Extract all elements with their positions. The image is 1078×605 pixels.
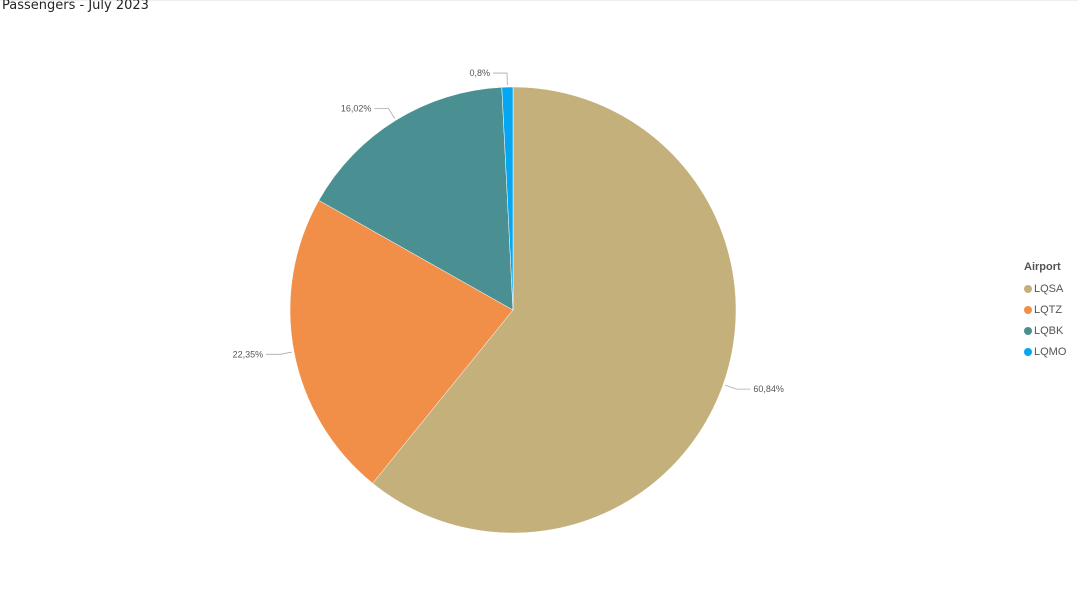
pie-slice-lqtz[interactable] <box>289 200 514 484</box>
legend-label: LQMO <box>1034 345 1067 358</box>
legend-label: LQBK <box>1034 324 1064 337</box>
pie-slice-lqsa[interactable] <box>372 86 737 534</box>
legend-marker-icon <box>1024 326 1032 335</box>
data-label-lqsa: 60,84% <box>753 384 784 394</box>
leader-line-lqtz <box>266 351 293 355</box>
leader-line-lqmo <box>493 72 508 86</box>
data-label-lqbk: 16,02% <box>341 103 372 113</box>
data-label-lqmo: 0,8% <box>470 68 491 78</box>
top-border <box>0 0 1078 1</box>
data-label-lqtz: 22,35% <box>233 349 264 359</box>
legend-label: LQTZ <box>1034 303 1063 316</box>
legend-marker-icon <box>1024 284 1032 293</box>
legend-item-lqtz[interactable]: LQTZ <box>1024 299 1066 320</box>
legend-title: Airport <box>1024 261 1061 273</box>
legend-item-lqsa[interactable]: LQSA <box>1024 278 1066 299</box>
legend-item-lqmo[interactable]: LQMO <box>1024 341 1066 362</box>
legend: Airport LQSA LQTZ LQBK LQMO <box>1024 261 1066 362</box>
pie-slice-lqmo[interactable] <box>501 86 514 311</box>
legend-label: LQSA <box>1034 282 1064 295</box>
legend-item-lqbk[interactable]: LQBK <box>1024 320 1066 341</box>
pie-slice-lqbk[interactable] <box>318 87 514 311</box>
legend-marker-icon <box>1024 305 1032 314</box>
chart-title: Passengers - July 2023 <box>2 0 149 13</box>
legend-marker-icon <box>1024 347 1032 356</box>
leader-line-lqbk <box>374 107 396 119</box>
leader-line-lqsa <box>724 384 751 390</box>
